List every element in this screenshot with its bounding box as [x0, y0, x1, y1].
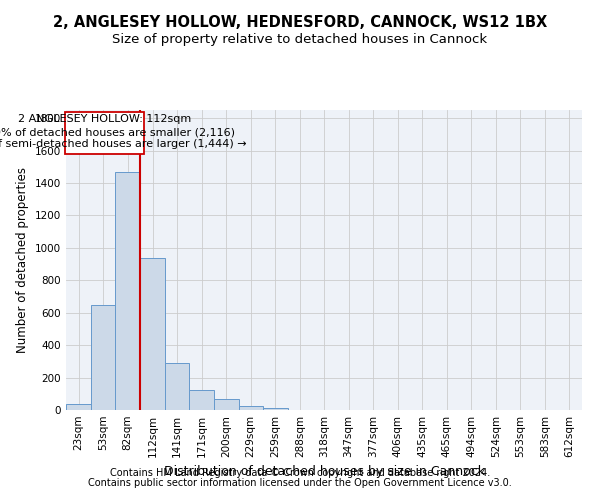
Bar: [115, 172, 140, 410]
Y-axis label: Number of detached properties: Number of detached properties: [16, 167, 29, 353]
Text: Size of property relative to detached houses in Cannock: Size of property relative to detached ho…: [112, 32, 488, 46]
Text: ← 59% of detached houses are smaller (2,116): ← 59% of detached houses are smaller (2,…: [0, 128, 235, 138]
Text: 2 ANGLESEY HOLLOW: 112sqm: 2 ANGLESEY HOLLOW: 112sqm: [18, 114, 191, 124]
FancyBboxPatch shape: [65, 112, 145, 154]
Bar: [165, 363, 190, 410]
Text: 40% of semi-detached houses are larger (1,444) →: 40% of semi-detached houses are larger (…: [0, 140, 247, 149]
X-axis label: Distribution of detached houses by size in Cannock: Distribution of detached houses by size …: [163, 466, 485, 478]
Text: Contains public sector information licensed under the Open Government Licence v3: Contains public sector information licen…: [88, 478, 512, 488]
Bar: [263, 408, 288, 410]
Bar: [140, 258, 165, 410]
Bar: [91, 304, 115, 410]
Bar: [190, 390, 214, 410]
Text: 2, ANGLESEY HOLLOW, HEDNESFORD, CANNOCK, WS12 1BX: 2, ANGLESEY HOLLOW, HEDNESFORD, CANNOCK,…: [53, 15, 547, 30]
Bar: [66, 404, 91, 410]
Bar: [239, 406, 263, 410]
Text: Contains HM Land Registry data © Crown copyright and database right 2024.: Contains HM Land Registry data © Crown c…: [110, 468, 490, 477]
Bar: [214, 400, 239, 410]
